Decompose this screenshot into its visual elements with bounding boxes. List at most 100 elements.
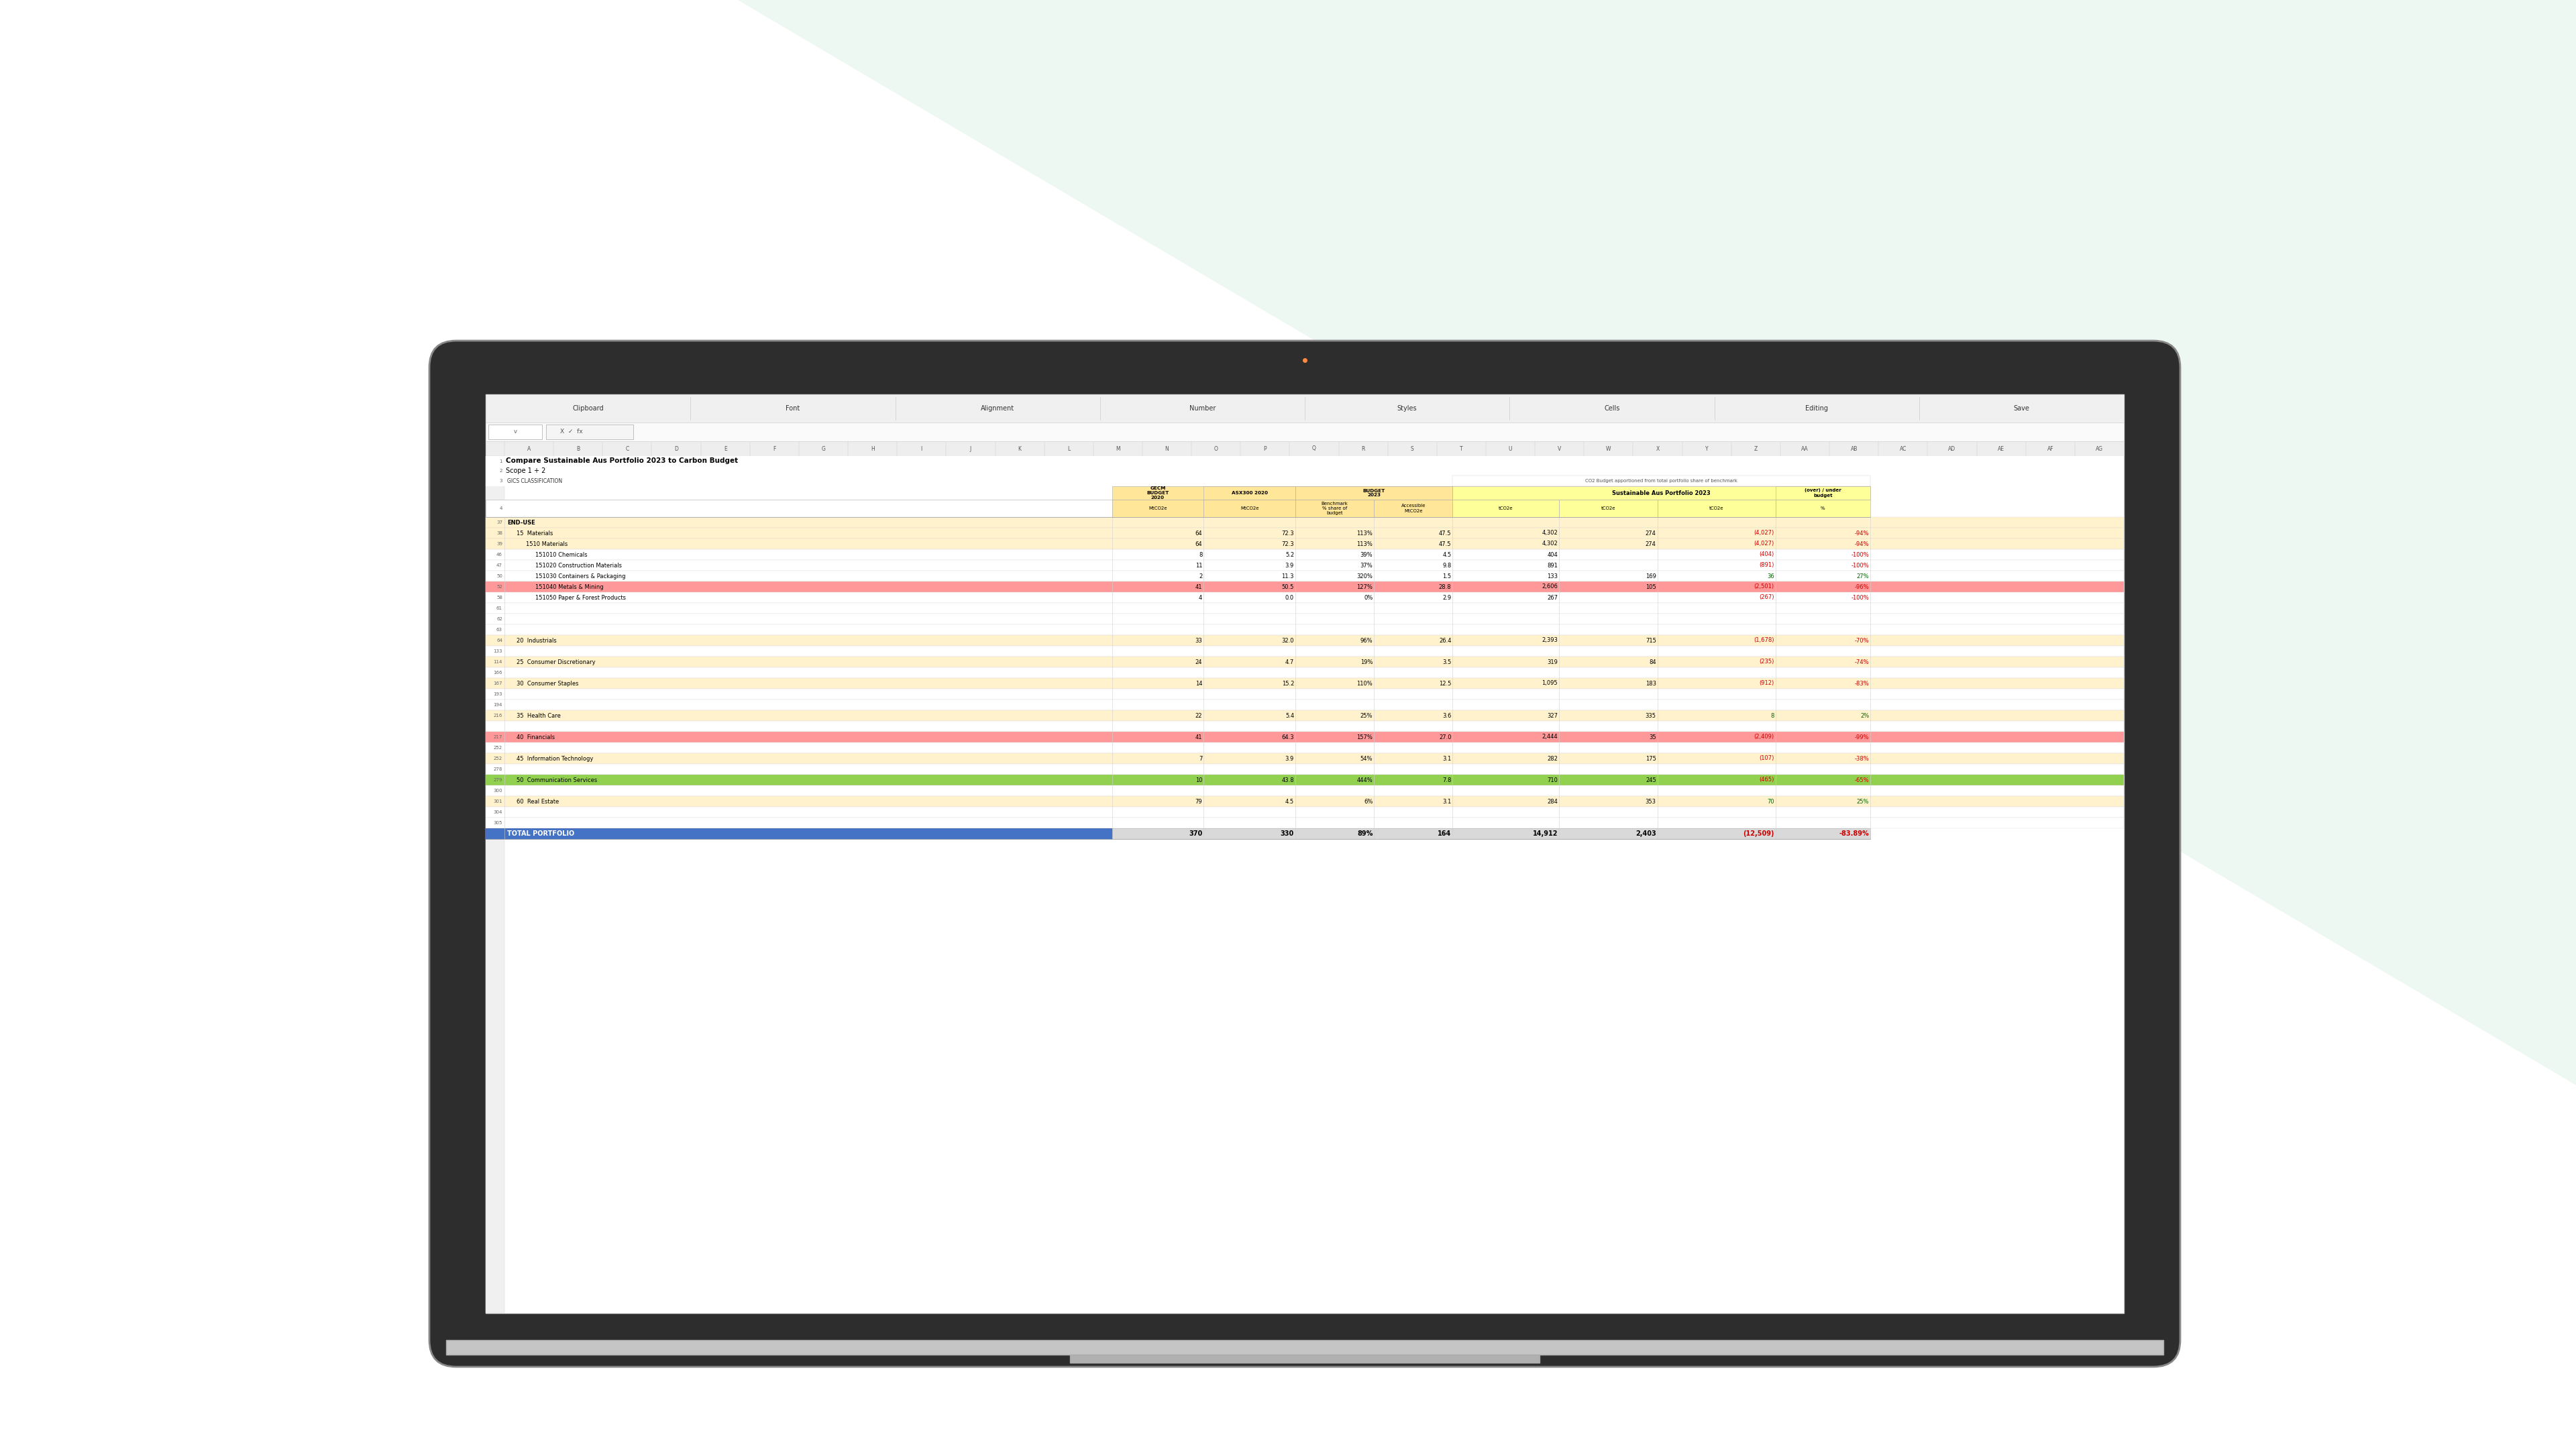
Text: Sustainable Aus Portfolio 2023: Sustainable Aus Portfolio 2023 <box>1613 490 1710 496</box>
Text: 282: 282 <box>1548 756 1558 762</box>
Text: 72.3: 72.3 <box>1283 531 1293 537</box>
Text: (12,509): (12,509) <box>1744 830 1775 838</box>
Bar <box>487 753 2123 763</box>
Text: K: K <box>1018 446 1023 452</box>
Bar <box>487 657 2123 667</box>
Text: 164: 164 <box>1437 830 1450 838</box>
Text: 96%: 96% <box>1360 637 1373 644</box>
Bar <box>487 442 2123 457</box>
Text: 4.5: 4.5 <box>1285 798 1293 804</box>
Bar <box>487 550 2123 560</box>
Text: 1.5: 1.5 <box>1443 573 1450 579</box>
Text: 279: 279 <box>495 778 502 782</box>
Text: 2: 2 <box>1198 573 1203 579</box>
Text: 79: 79 <box>1195 798 1203 804</box>
Bar <box>487 763 2123 775</box>
Text: 151030 Containers & Packaging: 151030 Containers & Packaging <box>536 573 626 579</box>
Text: U: U <box>1510 446 1512 452</box>
Text: X: X <box>1656 446 1659 452</box>
Text: 4,302: 4,302 <box>1543 541 1558 547</box>
Text: 5.2: 5.2 <box>1285 551 1293 558</box>
Text: 2,444: 2,444 <box>1543 734 1558 740</box>
Text: 3: 3 <box>500 478 502 483</box>
Text: -100%: -100% <box>1852 563 1870 569</box>
Text: 3.9: 3.9 <box>1285 563 1293 569</box>
Bar <box>1113 829 1870 839</box>
Bar <box>1775 500 1870 518</box>
Text: 216: 216 <box>495 714 502 718</box>
Bar <box>487 467 2123 475</box>
Bar <box>487 667 2123 678</box>
Text: 43.8: 43.8 <box>1283 776 1293 784</box>
Text: 252: 252 <box>495 746 502 750</box>
Text: 89%: 89% <box>1358 830 1373 838</box>
Text: 27.0: 27.0 <box>1440 734 1450 740</box>
Text: 25  Consumer Discretionary: 25 Consumer Discretionary <box>518 659 595 664</box>
Text: 8: 8 <box>1198 551 1203 558</box>
Bar <box>487 646 2123 657</box>
Text: N: N <box>1164 446 1170 452</box>
Text: -100%: -100% <box>1852 551 1870 558</box>
Text: D: D <box>675 446 677 452</box>
Text: 267: 267 <box>1548 595 1558 601</box>
Text: 3.1: 3.1 <box>1443 798 1450 804</box>
Text: Number: Number <box>1190 406 1216 411</box>
Text: AC: AC <box>1899 446 1906 452</box>
Bar <box>1558 500 1656 518</box>
Text: 319: 319 <box>1548 659 1558 664</box>
Bar <box>487 394 2123 423</box>
Text: -100%: -100% <box>1852 595 1870 601</box>
Text: AD: AD <box>1947 446 1955 452</box>
Text: 7: 7 <box>1198 756 1203 762</box>
Text: 28.8: 28.8 <box>1440 585 1450 590</box>
Text: G: G <box>822 446 824 452</box>
Text: 151050 Paper & Forest Products: 151050 Paper & Forest Products <box>536 595 626 601</box>
Text: 84: 84 <box>1649 659 1656 664</box>
Text: 113%: 113% <box>1358 541 1373 547</box>
Bar <box>487 817 2123 829</box>
Text: 133: 133 <box>1548 573 1558 579</box>
Text: 22: 22 <box>1195 712 1203 718</box>
Text: CO2 Budget apportioned from total portfolio share of benchmark: CO2 Budget apportioned from total portfo… <box>1584 478 1739 483</box>
Bar <box>1296 486 1453 500</box>
Text: AF: AF <box>2048 446 2053 452</box>
Text: Cells: Cells <box>1605 406 1620 411</box>
Text: 4.5: 4.5 <box>1443 551 1450 558</box>
Text: 50: 50 <box>497 574 502 579</box>
Text: 46: 46 <box>497 553 502 557</box>
Text: X  ✓  fx: X ✓ fx <box>559 429 582 435</box>
Text: 245: 245 <box>1646 776 1656 784</box>
Text: 27%: 27% <box>1857 573 1870 579</box>
Text: 166: 166 <box>495 670 502 675</box>
Text: 39: 39 <box>497 542 502 545</box>
Text: 63: 63 <box>497 628 502 632</box>
Bar <box>487 731 2123 743</box>
Bar <box>487 560 2123 571</box>
Text: Compare Sustainable Aus Portfolio 2023 to Carbon Budget: Compare Sustainable Aus Portfolio 2023 t… <box>505 458 737 464</box>
Text: 10: 10 <box>1195 776 1203 784</box>
Bar <box>487 678 2123 689</box>
Text: T: T <box>1461 446 1463 452</box>
Text: 194: 194 <box>495 702 502 707</box>
Text: TOTAL PORTFOLIO: TOTAL PORTFOLIO <box>507 830 574 838</box>
Text: 327: 327 <box>1548 712 1558 718</box>
Text: V: V <box>1558 446 1561 452</box>
Text: 50.5: 50.5 <box>1283 585 1293 590</box>
Text: (891): (891) <box>1759 563 1775 569</box>
Text: 32.0: 32.0 <box>1283 637 1293 644</box>
Text: 2.9: 2.9 <box>1443 595 1450 601</box>
Bar <box>489 425 541 439</box>
Text: 64.3: 64.3 <box>1283 734 1293 740</box>
Text: v: v <box>513 429 518 435</box>
Text: 320%: 320% <box>1358 573 1373 579</box>
Text: %: % <box>1821 506 1826 510</box>
Text: W: W <box>1605 446 1610 452</box>
Text: END-USE: END-USE <box>507 519 536 525</box>
Text: Styles: Styles <box>1396 406 1417 411</box>
Text: 301: 301 <box>495 800 502 804</box>
Text: 370: 370 <box>1188 830 1203 838</box>
Bar <box>487 699 2123 710</box>
Bar <box>1203 486 1296 500</box>
Text: 3.5: 3.5 <box>1443 659 1450 664</box>
Text: 26.4: 26.4 <box>1440 637 1450 644</box>
